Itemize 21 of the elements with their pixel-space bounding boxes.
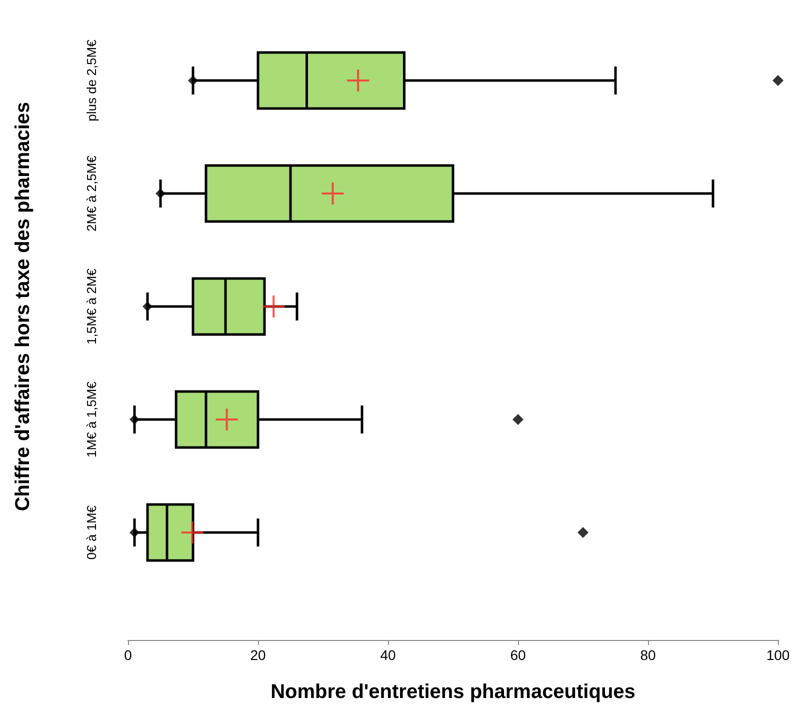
y-tick-label: 1M€ à 1,5M€ [84,380,99,458]
point [188,76,198,86]
point [181,522,204,544]
x-tick-label: 100 [766,647,790,663]
point [130,528,140,538]
y-axis-title: Chiffre d'affaires hors taxe des pharmacies [12,102,34,512]
point [347,70,370,92]
point [156,188,166,198]
y-tick-label: 0€ à 1M€ [84,504,99,560]
x-tick-label: 40 [380,647,396,663]
x-tick-label: 80 [640,647,656,663]
y-tick-label: 2M€ à 2,5M€ [84,154,99,232]
x-tick-label: 60 [510,647,526,663]
y-tick-label: 1,5M€ à 2M€ [84,268,99,344]
x-axis-title: Nombre d'entretiens pharmaceutiques [270,681,636,703]
point [262,296,285,318]
y-tick-label: plus de 2,5M€ [84,38,99,122]
point [130,414,140,424]
point [142,302,152,312]
x-tick-label: 0 [124,647,132,663]
x-tick-label: 20 [250,647,266,663]
